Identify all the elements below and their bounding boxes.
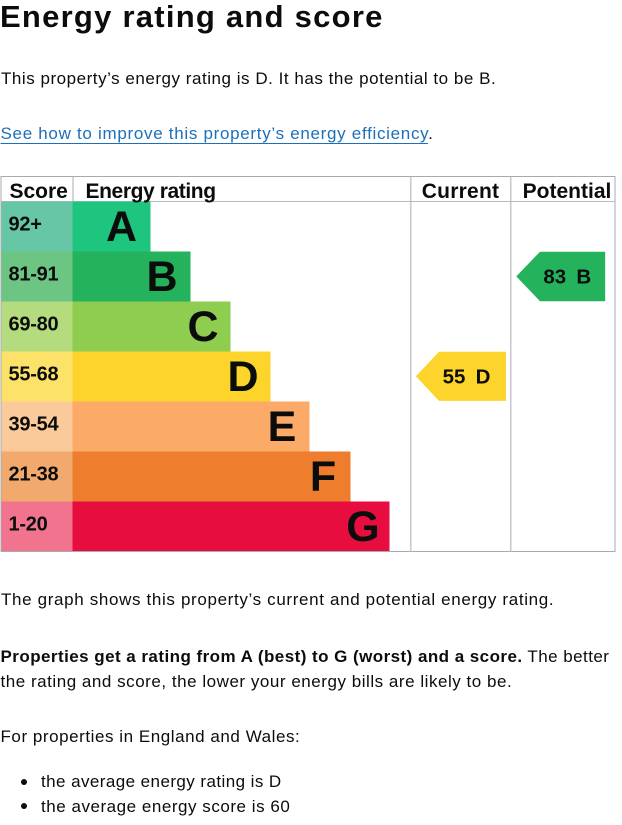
svg-text:A: A bbox=[106, 203, 137, 251]
svg-text:F: F bbox=[310, 453, 336, 501]
svg-text:81-91: 81-91 bbox=[9, 263, 59, 285]
svg-text:Score: Score bbox=[10, 180, 68, 203]
svg-text:83 B: 83 B bbox=[543, 265, 591, 288]
svg-text:G: G bbox=[346, 503, 379, 551]
svg-text:D: D bbox=[227, 353, 258, 401]
svg-text:21-38: 21-38 bbox=[9, 463, 59, 485]
svg-text:55 D: 55 D bbox=[443, 365, 491, 388]
svg-text:55-68: 55-68 bbox=[9, 363, 59, 385]
svg-text:92+: 92+ bbox=[9, 213, 42, 235]
svg-text:69-80: 69-80 bbox=[9, 313, 59, 335]
svg-text:39-54: 39-54 bbox=[9, 413, 60, 435]
svg-text:E: E bbox=[268, 403, 297, 451]
svg-text:B: B bbox=[146, 253, 177, 301]
svg-text:Current: Current bbox=[422, 180, 500, 203]
svg-text:C: C bbox=[187, 303, 218, 351]
svg-text:Energy rating: Energy rating bbox=[86, 180, 216, 203]
svg-text:Potential: Potential bbox=[523, 180, 612, 203]
svg-text:1-20: 1-20 bbox=[9, 513, 48, 535]
